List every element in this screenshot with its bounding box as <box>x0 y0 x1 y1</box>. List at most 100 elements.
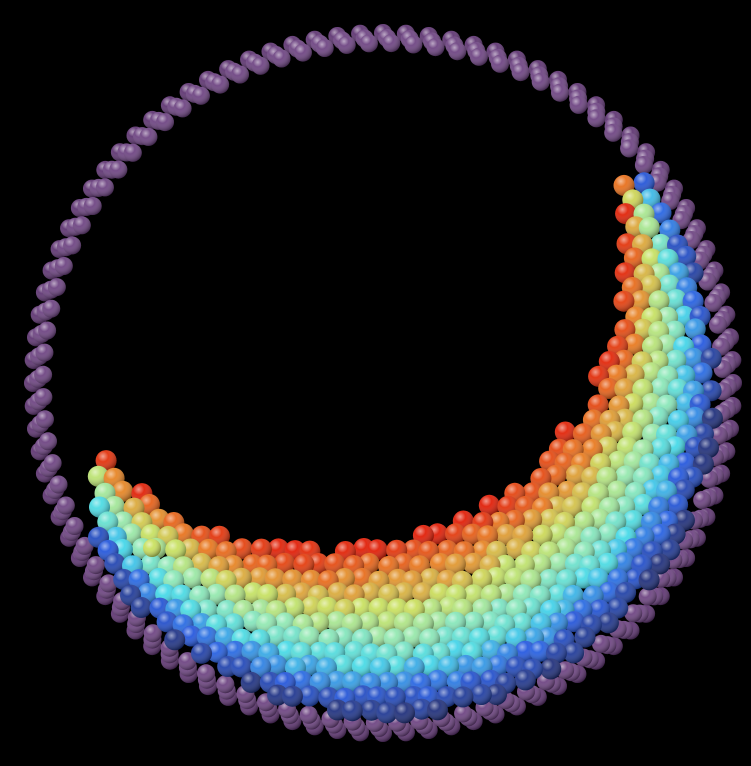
grain-bead <box>156 611 178 633</box>
wall-bead <box>49 475 68 494</box>
grain-bead <box>445 523 466 545</box>
wall-bead <box>698 272 717 291</box>
grain-bead <box>326 670 348 692</box>
grain-bead <box>470 684 492 705</box>
grain-bead <box>684 406 706 428</box>
grain-bead <box>613 552 635 574</box>
grain-bead <box>554 421 576 443</box>
grain-bead <box>598 377 620 399</box>
wall-bead <box>315 39 334 57</box>
grain-bead <box>164 629 186 651</box>
grain-bead <box>429 553 451 574</box>
wall-bead <box>634 156 653 174</box>
wall-bead <box>299 705 318 724</box>
grain-bead <box>299 685 320 707</box>
wall-bead <box>604 123 623 142</box>
grain-bead <box>327 582 349 604</box>
grain-bead <box>113 568 135 590</box>
grain-bead <box>191 642 212 664</box>
wall-bead <box>469 47 488 66</box>
grain-bead <box>266 625 287 647</box>
wall-bead <box>693 491 712 509</box>
grain-bead <box>230 656 252 678</box>
grain-bead <box>182 567 204 589</box>
wall-bead <box>231 65 249 84</box>
grain-bead <box>665 349 687 371</box>
grain-bead <box>521 509 543 531</box>
grain-bead <box>565 464 587 486</box>
wall-bead <box>531 72 550 91</box>
grain-bead <box>650 437 672 459</box>
grain-bead <box>240 671 262 693</box>
grain-bead <box>376 702 398 724</box>
grain-bead <box>562 496 583 518</box>
wall-bead <box>143 624 162 643</box>
wall-bead <box>587 109 606 128</box>
wall-bead <box>34 365 53 384</box>
grain-bead <box>367 626 389 648</box>
grain-bead <box>130 596 152 618</box>
grain-bead <box>638 569 660 591</box>
grain-bead <box>293 553 315 575</box>
grain-bead <box>180 625 202 647</box>
grain-bead <box>332 654 354 676</box>
grain-bead <box>180 538 201 560</box>
grain-bead <box>538 569 560 590</box>
wall-bead <box>173 99 192 118</box>
grain-bead <box>97 511 119 533</box>
grain-bead <box>597 612 619 634</box>
wall-bead <box>139 127 158 146</box>
grain-bead <box>615 581 637 603</box>
grain-bead <box>266 654 288 676</box>
wall-bead <box>551 83 569 102</box>
grain-bead <box>486 684 507 705</box>
grain-bead <box>452 686 474 708</box>
grain-bead <box>650 202 672 224</box>
grain-bead <box>427 699 448 721</box>
grain-bead <box>283 597 305 619</box>
wall-bead <box>404 35 423 54</box>
wall-bead <box>426 38 445 57</box>
wall-bead <box>72 216 91 235</box>
grain-bead <box>597 523 619 545</box>
grain-bead <box>412 582 434 604</box>
grain-bead <box>351 656 373 677</box>
wall-bead <box>156 113 174 132</box>
grain-bead <box>471 568 493 590</box>
grain-bead <box>341 700 363 722</box>
grain-bead <box>231 538 253 560</box>
grain-bead <box>196 626 218 648</box>
wall-bead <box>39 432 57 451</box>
grain-bead <box>640 362 662 384</box>
grain-bead <box>386 655 408 677</box>
grain-bead <box>359 582 381 604</box>
grain-bead <box>701 407 723 429</box>
grain-bead <box>597 552 619 574</box>
grain-bead <box>698 437 719 459</box>
wall-bead <box>448 42 467 61</box>
wall-bead <box>35 343 54 362</box>
grain-bead <box>548 552 570 574</box>
grain-bead <box>581 466 603 488</box>
grain-bead <box>514 669 536 691</box>
wall-bead <box>197 664 215 683</box>
grain-bead <box>299 626 321 648</box>
grain-bead <box>572 423 594 445</box>
wall-bead <box>63 236 82 255</box>
wall-bead <box>65 517 84 535</box>
wall-bead <box>56 496 75 515</box>
grain-bead <box>691 362 713 384</box>
grain-bead <box>87 465 109 487</box>
grain-bead <box>273 552 295 574</box>
wall-bead <box>454 704 473 723</box>
grain-bead <box>463 611 485 633</box>
wall-bead <box>95 178 114 197</box>
wall-bead <box>83 197 102 215</box>
grain-bead <box>630 290 652 312</box>
grain-bead <box>665 289 687 311</box>
wall-bead <box>86 556 105 575</box>
grain-bead <box>531 524 553 546</box>
wall-bead <box>638 587 657 606</box>
wall-bead <box>337 35 356 54</box>
drum-wall <box>24 24 742 742</box>
